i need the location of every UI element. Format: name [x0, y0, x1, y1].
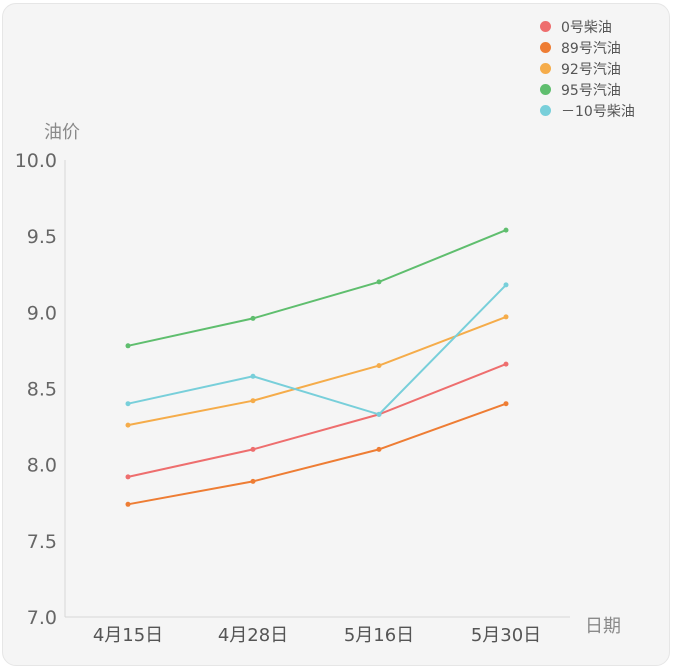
- y-tick-label: 8.0: [27, 455, 57, 477]
- data-point[interactable]: [125, 474, 131, 480]
- data-point[interactable]: [503, 401, 509, 407]
- legend-swatch: [540, 21, 551, 32]
- data-point[interactable]: [503, 282, 509, 288]
- data-point[interactable]: [250, 315, 256, 321]
- y-tick-label: 10.0: [15, 150, 57, 172]
- y-tick-label: 9.0: [27, 302, 57, 324]
- data-point[interactable]: [376, 279, 382, 285]
- data-point[interactable]: [376, 411, 382, 417]
- series-line: [127, 284, 507, 416]
- data-point[interactable]: [503, 314, 509, 320]
- series-line: [127, 229, 507, 347]
- legend-label: 92号汽油: [561, 61, 621, 78]
- data-point[interactable]: [376, 363, 382, 369]
- x-tick-label: 4月15日: [93, 625, 163, 646]
- x-tick-label: 5月30日: [471, 625, 541, 646]
- data-point[interactable]: [125, 401, 131, 407]
- legend-swatch: [540, 84, 551, 95]
- x-tick-label: 4月28日: [218, 625, 288, 646]
- series-line: [127, 315, 507, 427]
- x-tick-labels: 4月15日 4月28日 5月16日 5月30日: [93, 625, 541, 646]
- legend-swatch: [540, 42, 551, 53]
- data-point[interactable]: [125, 343, 131, 349]
- legend-item[interactable]: 95号汽油: [540, 79, 635, 100]
- legend-swatch: [540, 63, 551, 74]
- legend-label: 0号柴油: [561, 19, 612, 36]
- legend-item[interactable]: 89号汽油: [540, 37, 635, 58]
- y-tick-label: 7.0: [27, 607, 57, 629]
- series-lines: [125, 227, 509, 507]
- x-tick-label: 5月16日: [344, 625, 414, 646]
- series-line: [127, 402, 507, 506]
- legend-label: －10号柴油: [561, 103, 635, 120]
- legend-label: 89号汽油: [561, 40, 621, 57]
- data-point[interactable]: [250, 373, 256, 379]
- data-point[interactable]: [250, 398, 256, 404]
- y-tick-labels: 7.0 7.5 8.0 8.5 9.0 9.5 10.0: [15, 150, 57, 629]
- legend-label: 95号汽油: [561, 82, 621, 99]
- y-axis-title: 油价: [44, 122, 80, 143]
- y-tick-label: 8.5: [27, 379, 57, 401]
- legend-item[interactable]: 92号汽油: [540, 58, 635, 79]
- data-point[interactable]: [125, 501, 131, 507]
- data-point[interactable]: [250, 478, 256, 484]
- y-tick-label: 7.5: [27, 531, 57, 553]
- data-point[interactable]: [125, 422, 131, 428]
- chart-legend: 0号柴油 89号汽油 92号汽油 95号汽油 －10号柴油: [540, 16, 635, 121]
- legend-item[interactable]: 0号柴油: [540, 16, 635, 37]
- legend-swatch: [540, 105, 551, 116]
- series-line: [127, 363, 507, 478]
- data-point[interactable]: [250, 446, 256, 452]
- y-tick-label: 9.5: [27, 226, 57, 248]
- legend-item[interactable]: －10号柴油: [540, 100, 635, 121]
- chart-card: [2, 3, 670, 666]
- data-point[interactable]: [503, 227, 509, 233]
- data-point[interactable]: [376, 446, 382, 452]
- data-point[interactable]: [503, 361, 509, 367]
- x-axis-title: 日期: [585, 616, 621, 637]
